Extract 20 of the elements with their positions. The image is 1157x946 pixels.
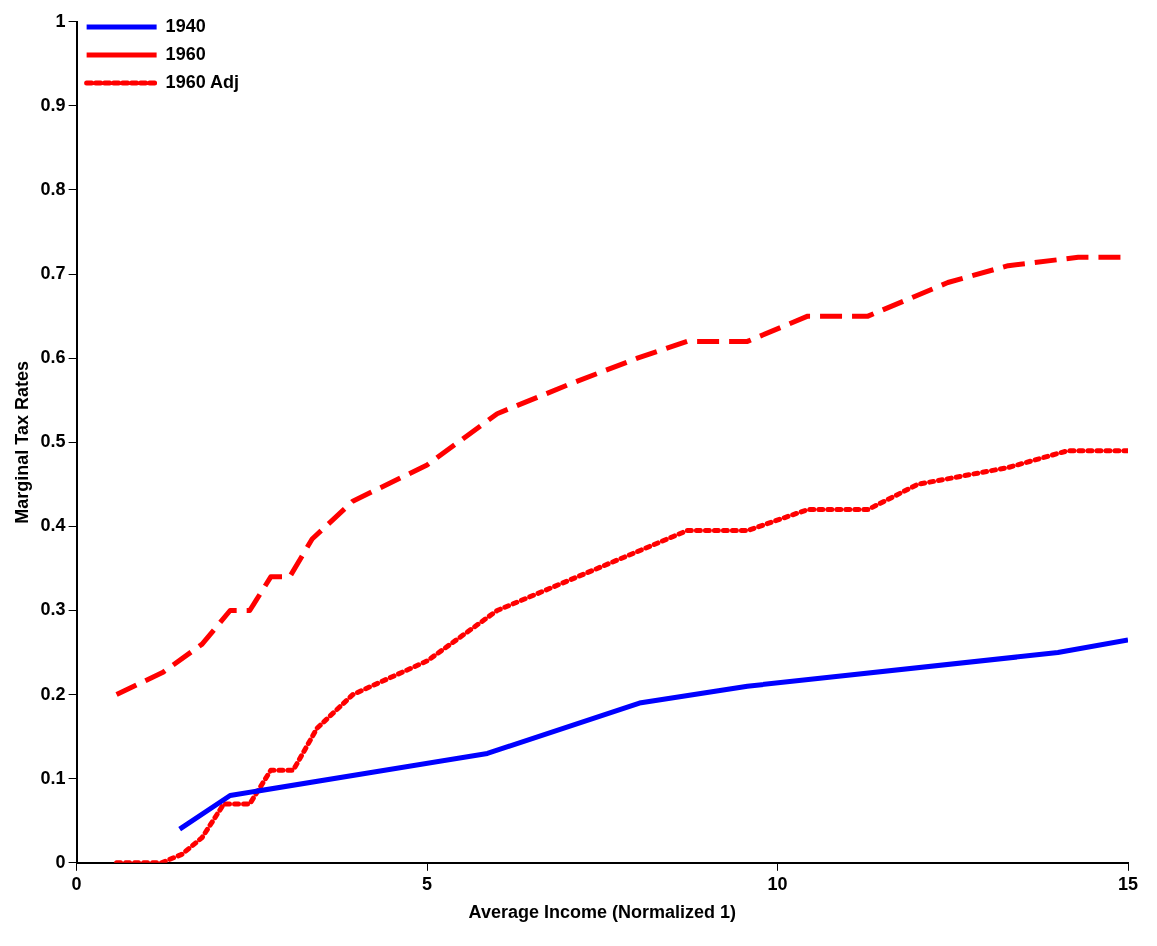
y-tick-label: 0.1 [40, 767, 66, 788]
x-tick-label: 10 [767, 873, 788, 894]
y-tick-label: 0.3 [40, 599, 66, 620]
x-tick-label: 5 [422, 873, 433, 894]
legend-label: 1960 Adj [165, 71, 239, 92]
y-tick-label: 0.4 [40, 515, 66, 536]
y-tick-label: 0 [55, 851, 66, 872]
y-tick-label: 0.9 [40, 94, 66, 115]
x-axis-title: Average Income (Normalized 1) [468, 902, 737, 923]
y-axis-title: Marginal Tax Rates [11, 360, 32, 524]
y-tick-label: 0.6 [40, 347, 66, 368]
y-tick-label: 0.7 [40, 263, 66, 284]
y-tick-label: 1 [55, 10, 66, 31]
y-tick-label: 0.5 [40, 431, 66, 452]
y-tick-label: 0.8 [40, 178, 66, 199]
legend-label: 1960 [165, 43, 206, 64]
x-tick-label: 0 [71, 873, 82, 894]
y-tick-label: 0.2 [40, 683, 66, 704]
x-tick-label: 15 [1117, 873, 1139, 894]
legend-label: 1940 [165, 15, 206, 36]
